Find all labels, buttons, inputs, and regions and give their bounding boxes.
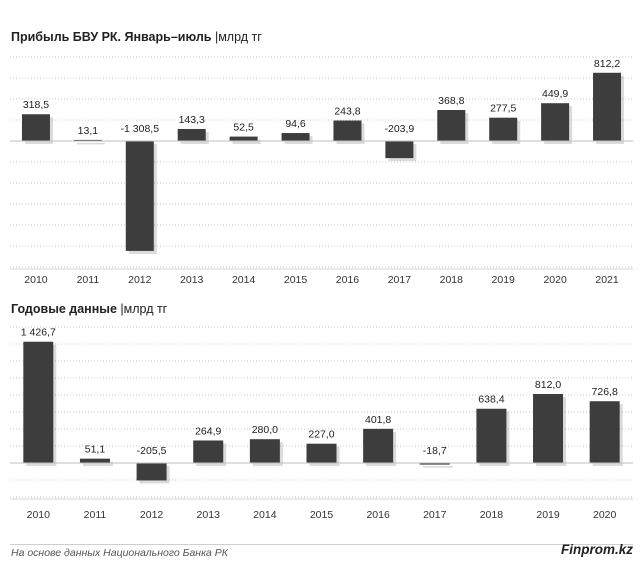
data-label: 243,8	[334, 106, 360, 118]
data-label: -203,9	[384, 123, 414, 135]
bar	[125, 141, 154, 251]
bar	[79, 458, 110, 463]
bar	[533, 393, 564, 463]
x-tick-label: 2011	[84, 509, 107, 521]
bar	[136, 463, 167, 481]
data-label: -205,5	[137, 445, 167, 457]
bar	[437, 110, 466, 141]
bar	[21, 114, 50, 141]
x-tick-label: 2011	[77, 274, 100, 286]
chart-2: 1 426,7 2010 51,1 2011 -205,5 2012 264,9 2013 28…	[10, 326, 633, 521]
x-tick-label: 2014	[232, 274, 256, 286]
bar	[177, 128, 206, 141]
chart-2-title-text: Годовые данные	[11, 302, 117, 316]
data-label: -1 308,5	[121, 123, 160, 135]
bar	[306, 443, 337, 463]
bar	[249, 439, 280, 463]
chart-1-unit: |млрд тг	[214, 30, 262, 44]
x-tick-label: 2012	[128, 274, 152, 286]
x-tick-label: 2016	[366, 509, 390, 521]
bar	[281, 133, 310, 141]
data-label: 227,0	[308, 429, 334, 441]
x-tick-label: 2020	[543, 274, 567, 286]
chart-1-title: Прибыль БВУ РК. Январь–июль |млрд тг	[11, 30, 262, 44]
source-note: На основе данных Национального Банка РК	[11, 547, 228, 559]
x-tick-label: 2015	[310, 509, 334, 521]
x-tick-label: 2019	[536, 509, 560, 521]
bar-shadow	[422, 466, 453, 468]
bar-shadow	[232, 139, 261, 144]
x-tick-label: 2020	[593, 509, 617, 521]
x-tick-label: 2016	[336, 274, 360, 286]
bar	[419, 463, 450, 465]
x-tick-label: 2010	[27, 509, 51, 521]
x-tick-label: 2018	[480, 509, 504, 521]
bar	[333, 120, 362, 141]
data-label: 13,1	[78, 125, 99, 137]
bar	[476, 408, 507, 463]
bar	[385, 141, 414, 159]
chart-1-title-text: Прибыль БВУ РК. Январь–июль	[11, 30, 212, 44]
chart-1-unit-text: млрд тг	[218, 30, 262, 44]
x-tick-label: 2015	[284, 274, 308, 286]
data-label: 51,1	[85, 444, 106, 456]
data-label: 638,4	[478, 394, 504, 406]
data-label: 264,9	[195, 425, 221, 437]
x-tick-label: 2012	[140, 509, 164, 521]
bar	[23, 341, 54, 463]
data-label: 94,6	[285, 118, 306, 130]
data-label: 318,5	[23, 99, 49, 111]
data-label: 812,0	[535, 379, 561, 391]
data-label: 449,9	[542, 88, 568, 100]
chart-2-unit: |млрд тг	[120, 302, 168, 316]
x-tick-label: 2017	[388, 274, 412, 286]
bar-shadow	[76, 142, 105, 145]
bar	[589, 401, 620, 463]
chart-2-unit-text: млрд тг	[123, 302, 168, 316]
bar-shadow	[82, 461, 113, 466]
data-label: 143,3	[179, 114, 205, 126]
bar	[593, 72, 622, 141]
bar	[541, 103, 570, 141]
data-label: -18,7	[423, 445, 447, 457]
x-tick-label: 2013	[197, 509, 221, 521]
bar	[489, 117, 518, 141]
brand-logo: Finprom.kz	[560, 542, 633, 557]
x-tick-label: 2017	[423, 509, 447, 521]
data-label: 726,8	[592, 386, 618, 398]
data-label: 277,5	[490, 103, 516, 115]
x-tick-label: 2013	[180, 274, 204, 286]
data-label: 401,8	[365, 414, 391, 426]
x-tick-label: 2014	[253, 509, 277, 521]
data-label: 368,8	[438, 95, 464, 107]
chart-1: 318,5 2010 13,1 2011 -1 308,5 2012 143,3 2013 52…	[10, 56, 633, 286]
x-tick-label: 2021	[595, 274, 619, 286]
bar	[193, 440, 224, 463]
data-label: 52,5	[233, 122, 254, 134]
x-tick-label: 2018	[440, 274, 464, 286]
footer-divider	[10, 544, 633, 545]
x-tick-label: 2010	[24, 274, 48, 286]
data-label: 1 426,7	[21, 327, 56, 339]
bar	[229, 136, 258, 141]
data-label: 812,2	[594, 58, 620, 70]
data-label: 280,0	[252, 424, 278, 436]
chart-2-title: Годовые данные |млрд тг	[11, 302, 167, 316]
bar	[363, 428, 394, 463]
x-tick-label: 2019	[492, 274, 516, 286]
